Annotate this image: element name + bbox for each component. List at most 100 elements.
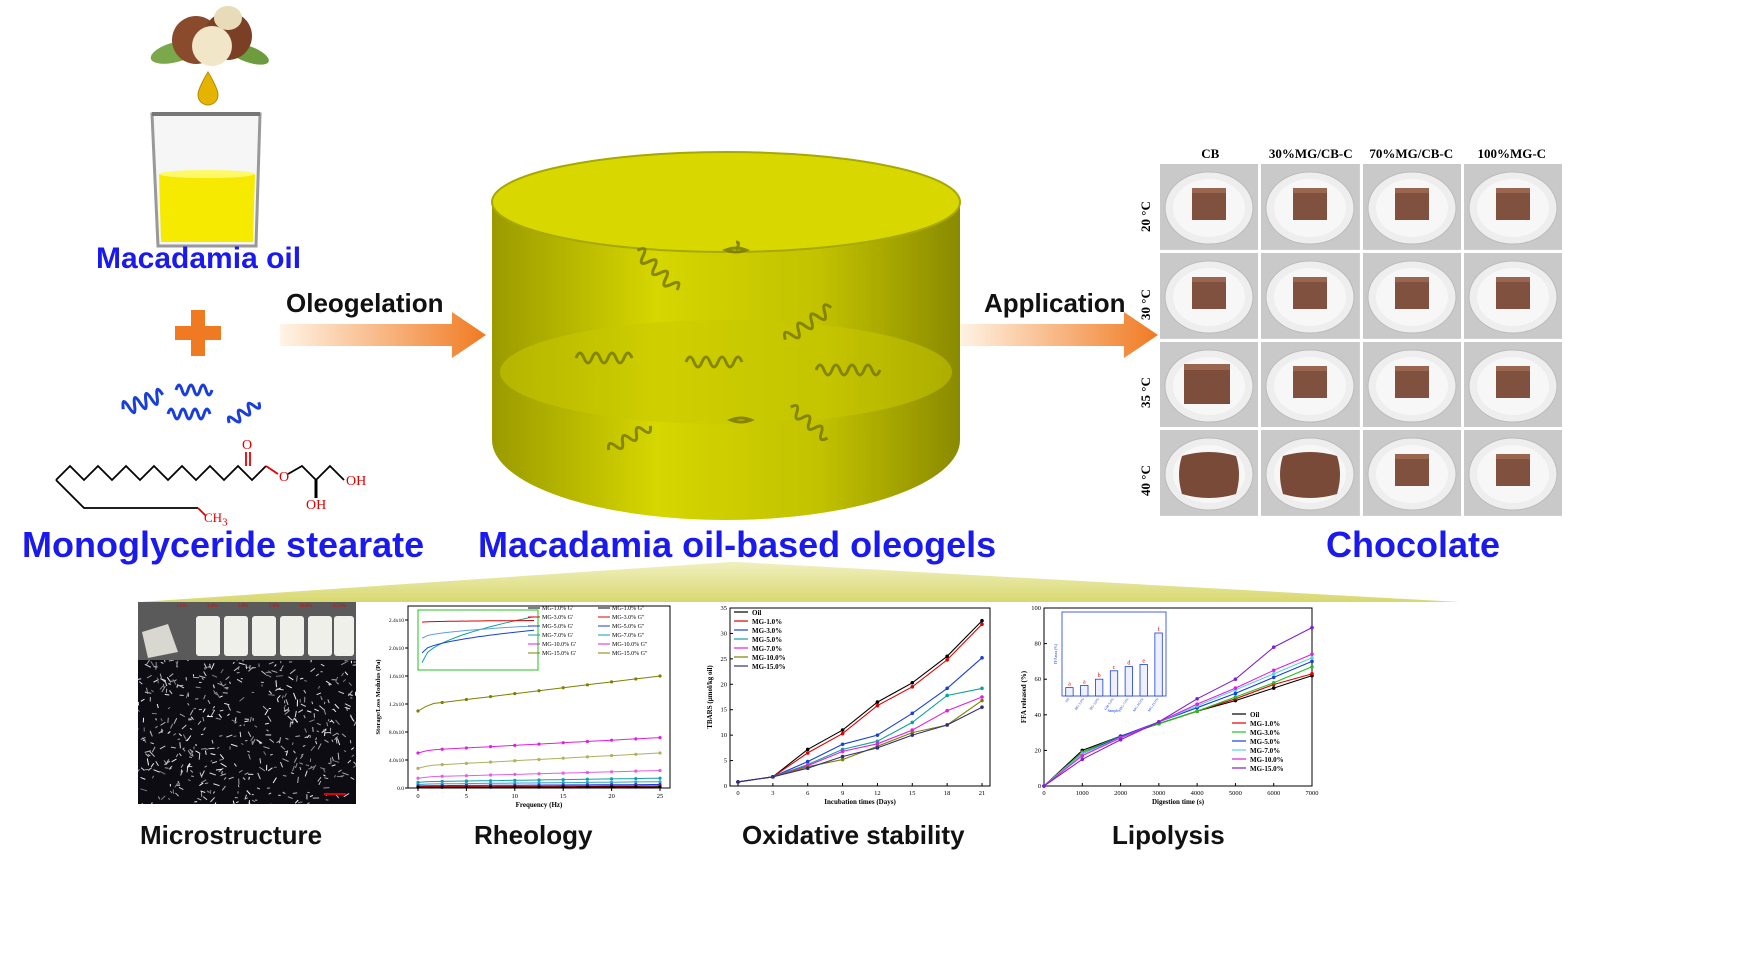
crystal-mark [150, 661, 155, 667]
crystal-mark [249, 716, 252, 723]
crystal-mark [225, 676, 230, 681]
crystal-mark [323, 729, 327, 732]
crystal-mark [349, 739, 352, 744]
crystal-mark [331, 756, 334, 761]
legend-label: MG-7.0% G'' [612, 633, 644, 639]
crystal-mark [160, 721, 166, 726]
crystal-mark [316, 722, 321, 726]
crystal-mark [150, 742, 154, 745]
chocolate-photo [1261, 341, 1360, 428]
crystal-mark [164, 767, 169, 769]
crystal-mark [138, 768, 140, 772]
caption-oxidative-stability: Oxidative stability [742, 820, 965, 850]
crystal-mark [256, 787, 261, 790]
crystal-mark [233, 735, 237, 738]
x-tick-label: 7000 [1306, 790, 1319, 797]
crystal-mark [268, 661, 274, 665]
carbonyl-oxygen-label: O [242, 438, 253, 453]
col-header: 70%MG/CB-C [1369, 146, 1454, 161]
chocolate-photo [1362, 164, 1461, 250]
crystal-mark [190, 716, 194, 721]
inset-category-label: MG-1.0% [1074, 697, 1085, 711]
crystal-mark [210, 753, 216, 756]
crystal-mark [318, 780, 322, 786]
legend-label: MG-5.0% [1250, 738, 1280, 746]
crystal-mark [212, 705, 216, 709]
chocolate-photo [1261, 252, 1360, 339]
crystal-mark [287, 796, 293, 799]
data-point [658, 780, 662, 784]
x-tick-label: 25 [657, 793, 664, 800]
crystal-mark [317, 776, 322, 782]
crystal-mark [157, 796, 161, 800]
legend-label: MG-5.0% [752, 636, 782, 644]
legend-label: MG-1.0% G'' [612, 606, 644, 612]
legend-label: MG-15.0% [1250, 765, 1284, 773]
crystal-mark [222, 683, 227, 687]
crystal-mark [281, 695, 284, 699]
series-line [1043, 666, 1313, 787]
data-point [736, 780, 740, 784]
crystal-mark [210, 797, 216, 803]
row-header: 30 °C [1138, 289, 1153, 320]
crystal-mark [317, 743, 322, 750]
crystal-mark [299, 766, 302, 771]
crystal-mark [248, 754, 251, 760]
crystal-mark [311, 701, 314, 705]
y-tick-label: 100 [1031, 605, 1041, 612]
crystal-mark [299, 762, 304, 765]
crystal-mark [291, 718, 294, 725]
crystal-mark [142, 739, 146, 742]
crystal-mark [324, 777, 329, 780]
crystal-mark [290, 772, 294, 775]
crystal-mark [156, 677, 159, 684]
row-header: 40 °C [1138, 465, 1153, 496]
crystal-mark [304, 770, 308, 777]
crystal-mark [201, 677, 204, 681]
crystal-mark [144, 663, 151, 668]
macadamia-nut-image [148, 2, 270, 74]
y-tick-label: 5 [724, 758, 727, 765]
crystal-mark [330, 719, 335, 724]
crystal-mark [333, 775, 337, 778]
crystal-mark [203, 694, 206, 700]
oleogel-label: Macadamia oil-based oleogels [478, 524, 997, 565]
significance-letter: b [1098, 673, 1101, 679]
crystal-mark [203, 671, 207, 677]
crystal-mark [147, 753, 151, 757]
crystal-mark [268, 690, 272, 695]
crystal-mark [329, 720, 332, 723]
crystal-mark [343, 750, 347, 753]
legend-label: MG-3.0% [752, 627, 782, 635]
crystal-mark [328, 683, 331, 686]
crystal-mark [331, 739, 334, 743]
inset-x-label: Samples [1108, 709, 1121, 713]
inset-bar [1109, 670, 1119, 697]
crystal-mark [231, 719, 238, 723]
crystal-mark [182, 748, 186, 752]
crystal-mark [275, 680, 277, 688]
series-line [417, 781, 661, 785]
inset-bar [1095, 678, 1104, 697]
crystal-mark [164, 693, 170, 696]
crystal-mark [146, 758, 150, 766]
caption-rheology: Rheology [474, 820, 593, 850]
crystal-mark [242, 777, 246, 781]
crystal-mark [213, 783, 220, 787]
crystal-mark [261, 670, 267, 675]
crystal-mark [234, 717, 237, 724]
crystal-mark [200, 779, 207, 784]
crystal-mark [225, 686, 228, 690]
crystal-mark [271, 670, 278, 673]
crystal-mark [160, 661, 164, 664]
x-tick-label: 10 [512, 793, 519, 800]
crystal-mark [189, 756, 193, 759]
monoglyceride-structure [50, 436, 380, 528]
crystal-mark [153, 769, 160, 773]
crystal-mark [272, 777, 277, 784]
x-axis-label: Frequency (Hz) [516, 801, 563, 809]
crystal-mark [348, 682, 352, 687]
crystal-mark [294, 762, 298, 769]
significance-letter: f [1158, 626, 1160, 633]
crystal-mark [227, 713, 230, 717]
